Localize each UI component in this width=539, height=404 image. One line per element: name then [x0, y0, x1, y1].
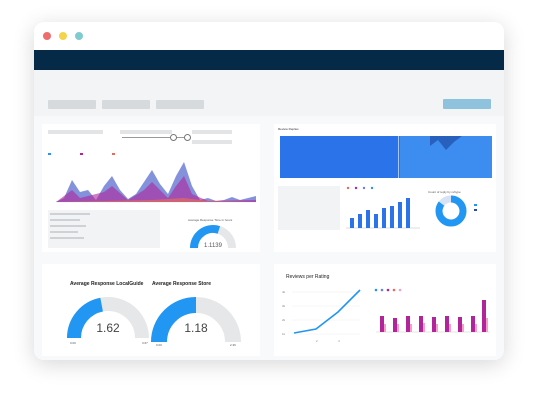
reviews-table[interactable] [48, 210, 160, 248]
gauge-localguide-min: 0.00 [70, 341, 76, 345]
gauge-store [151, 297, 241, 343]
dashboard-content: Average Response Time in hours 1.1139 Re… [34, 116, 504, 360]
table-row [50, 237, 84, 239]
bar-group [482, 300, 488, 332]
filter-location[interactable] [48, 130, 103, 134]
gauge-localguide-title: Average Response LocalGuide [70, 281, 144, 287]
line-y-tick: 1k [282, 332, 286, 336]
review-replies-title: Review Replies [278, 127, 299, 131]
date-slider-track[interactable] [122, 137, 186, 138]
primary-action-button[interactable] [443, 99, 491, 109]
average-response-panel: Average Response LocalGuide 1.62 0.00 3.… [42, 264, 260, 356]
small-gauge: 1.1139 [190, 225, 236, 249]
gauge-store-title: Average Response Store [152, 281, 212, 287]
replies-bar-chart [346, 186, 420, 229]
bar-group [445, 316, 451, 332]
donut-legend-swatch [474, 204, 477, 206]
area-series-3 [56, 198, 256, 202]
donut-legend-swatch [474, 209, 477, 211]
chart-legend [48, 153, 115, 155]
line-y-tick: 4k [282, 290, 286, 294]
toolbar-button-3[interactable] [156, 100, 204, 109]
reply-details-table[interactable] [278, 186, 340, 230]
gauge-store-fill [151, 297, 197, 343]
filter-rating[interactable] [192, 140, 232, 144]
bar-group [458, 317, 464, 332]
area-series-2 [56, 176, 256, 202]
review-replies-panel: Review Replies [274, 124, 496, 252]
line-y-tick: 2k [282, 318, 286, 322]
table-row [50, 219, 80, 221]
bar-group [380, 316, 386, 332]
filter-label[interactable] [192, 130, 232, 134]
title-bar [34, 22, 504, 50]
donut-fill [435, 195, 467, 227]
small-gauge-value: 1.1139 [204, 243, 223, 249]
reviews-by-store-bar-chart [374, 288, 490, 333]
gauge-store-min: 0.00 [156, 343, 162, 347]
line-x-tick: 4 [338, 339, 340, 343]
table-row [50, 231, 78, 233]
response-area-chart [48, 153, 256, 203]
gauge-store-value: 1.18 [184, 321, 208, 335]
donut-title: Count of reply by reftype [428, 190, 461, 194]
gauge-localguide-value: 1.62 [96, 321, 120, 335]
top-navigation-bar [34, 50, 504, 70]
bar-group [406, 316, 412, 332]
maximize-window-button[interactable] [75, 32, 83, 40]
bar-group [471, 316, 477, 332]
filter-date-range[interactable] [120, 130, 172, 134]
gauge-localguide-max: 3.67 [142, 341, 148, 345]
close-window-button[interactable] [43, 32, 51, 40]
reviews-per-rating-panel: Reviews per Rating 4k 3k 2k 1k 2 4 [274, 264, 496, 356]
date-slider-handle-start[interactable] [170, 134, 177, 141]
reviews-line-series [293, 289, 361, 334]
gauge-localguide-fill [67, 297, 104, 339]
review-replies-chart [280, 136, 492, 178]
minimize-window-button[interactable] [59, 32, 67, 40]
table-row [50, 213, 90, 215]
response-time-panel: Average Response Time in hours 1.1139 [42, 124, 260, 252]
toolbar [34, 70, 504, 116]
date-slider-handle-end[interactable] [184, 134, 191, 141]
gauge-store-max: 2.36 [230, 343, 236, 347]
reviews-per-rating-title: Reviews per Rating [286, 274, 330, 280]
line-x-tick: 2 [316, 339, 318, 343]
small-gauge-fill [190, 225, 221, 249]
bar-group [432, 317, 438, 332]
small-gauge-title: Average Response Time in hours [188, 218, 233, 222]
reply-donut-chart [435, 195, 467, 227]
gauge-localguide [67, 297, 149, 339]
bar-group [393, 318, 399, 332]
toolbar-button-2[interactable] [102, 100, 150, 109]
bar-group [419, 316, 425, 332]
reviews-line-chart: 4k 3k 2k 1k 2 4 [282, 289, 361, 343]
line-y-tick: 3k [282, 304, 286, 308]
toolbar-button-1[interactable] [48, 100, 96, 109]
table-row [50, 225, 86, 227]
app-window: Average Response Time in hours 1.1139 Re… [34, 22, 504, 360]
